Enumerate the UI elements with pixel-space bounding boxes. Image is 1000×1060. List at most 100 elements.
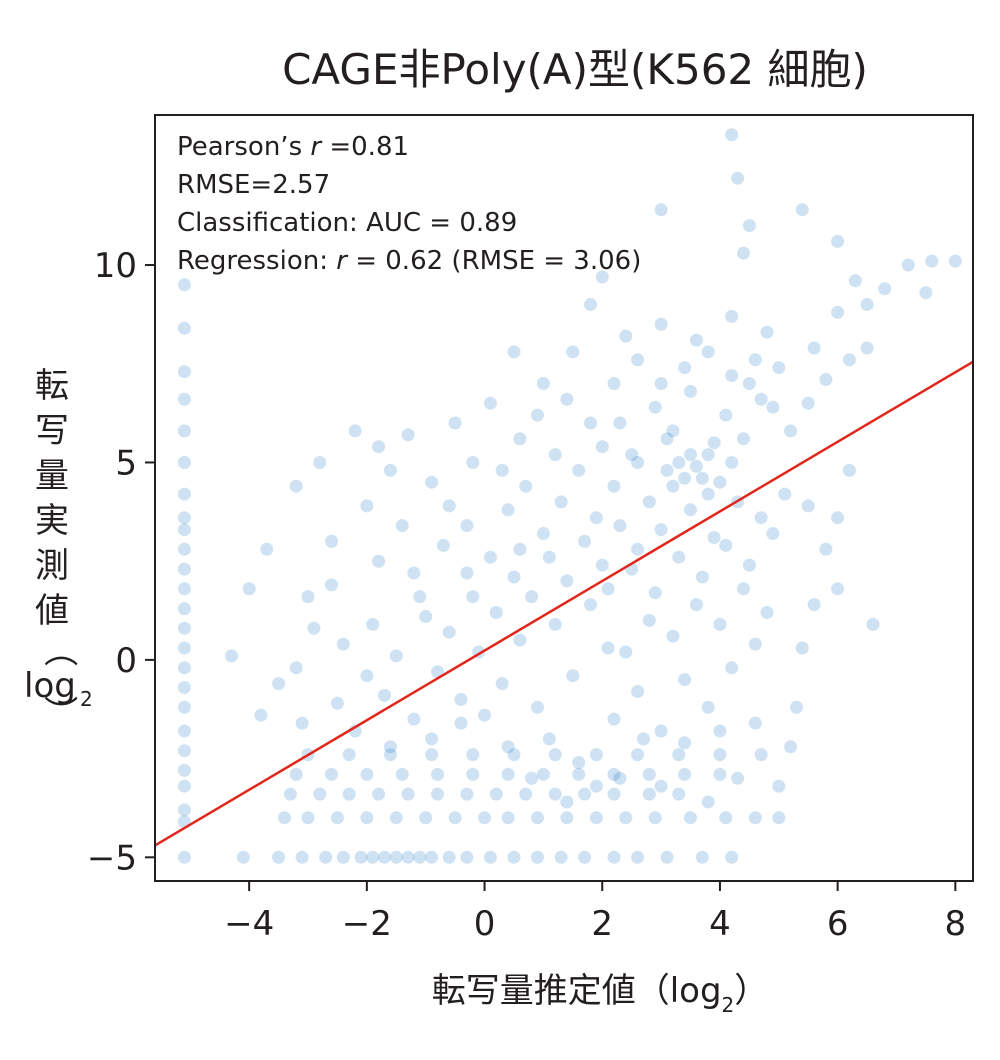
data-point [631,542,645,556]
data-point [260,542,274,556]
data-point [483,396,497,410]
data-point [177,392,191,406]
data-point [495,463,509,477]
data-point [525,771,539,785]
data-point [631,748,645,762]
data-point [689,598,703,612]
data-point [607,767,621,781]
data-point [648,811,662,825]
data-point [401,850,415,864]
data-point [531,408,544,422]
data-point [607,850,621,864]
data-point [177,582,191,596]
data-point [425,850,439,864]
data-point [654,724,668,738]
data-point [177,278,191,292]
regression-line-layer [155,360,973,847]
data-point [177,661,191,675]
data-point [607,377,621,390]
data-point [513,432,527,446]
data-point [607,479,621,493]
data-point [289,661,303,675]
data-point [507,570,521,584]
data-point [642,495,656,509]
data-point [566,669,580,683]
y-tick-label: −5 [87,838,137,878]
data-point [513,542,527,556]
data-point [713,748,727,762]
data-point [625,448,639,462]
data-point [660,432,674,446]
data-point [619,329,633,343]
data-point [731,771,745,785]
data-point [466,748,480,762]
data-point [719,538,733,552]
data-point [395,767,409,781]
data-point [177,424,191,438]
data-point [283,787,297,801]
data-point [725,456,739,469]
data-point [737,432,750,446]
data-point [531,700,544,714]
data-point [383,463,397,477]
data-point [366,850,380,864]
data-point [407,712,421,726]
data-point [672,550,686,564]
data-point [177,681,191,694]
data-point [754,511,768,525]
data-point [666,424,680,438]
x-tick-label: 0 [474,904,496,944]
data-point [654,779,668,793]
data-point [631,353,645,367]
data-point [654,523,668,537]
data-point [466,456,480,469]
data-point [177,321,191,335]
data-point [419,811,433,825]
data-point [684,384,697,398]
data-point [454,716,468,730]
data-point [613,416,627,430]
data-point [307,621,321,635]
data-point [372,554,386,568]
y-axis-label-char-2: 写 [35,411,69,451]
data-point [819,373,833,386]
data-point [595,558,609,572]
data-point [560,811,574,825]
data-point [295,716,309,730]
y-axis-label-paren-close: ） [39,695,79,729]
data-point [177,763,191,777]
data-point [925,254,939,268]
y-axis-label-log: log [24,666,76,706]
data-point [642,767,656,781]
data-point [672,787,686,801]
data-point [413,590,427,604]
data-point [695,850,709,864]
data-point [713,724,727,738]
data-point [784,740,798,754]
data-point [360,767,374,781]
data-point [760,606,774,619]
data-point [589,748,603,762]
data-point [578,787,592,801]
data-point [584,416,597,430]
data-point [678,471,692,485]
y-axis-label-char-4: 実 [35,501,69,541]
data-point [666,629,680,643]
data-point [778,487,792,501]
x-axis-label-close: ） [734,971,768,1011]
data-point [607,787,621,801]
data-point [372,787,386,801]
data-point [177,456,191,469]
data-point [619,811,633,825]
data-point [560,392,574,406]
data-point [436,538,450,552]
data-point [425,732,439,746]
data-point [295,850,309,864]
data-point [460,566,474,580]
data-point [501,767,515,781]
data-point [313,456,327,469]
data-point [401,428,415,442]
data-point [860,298,874,311]
data-point [731,171,745,185]
data-point [584,598,597,612]
